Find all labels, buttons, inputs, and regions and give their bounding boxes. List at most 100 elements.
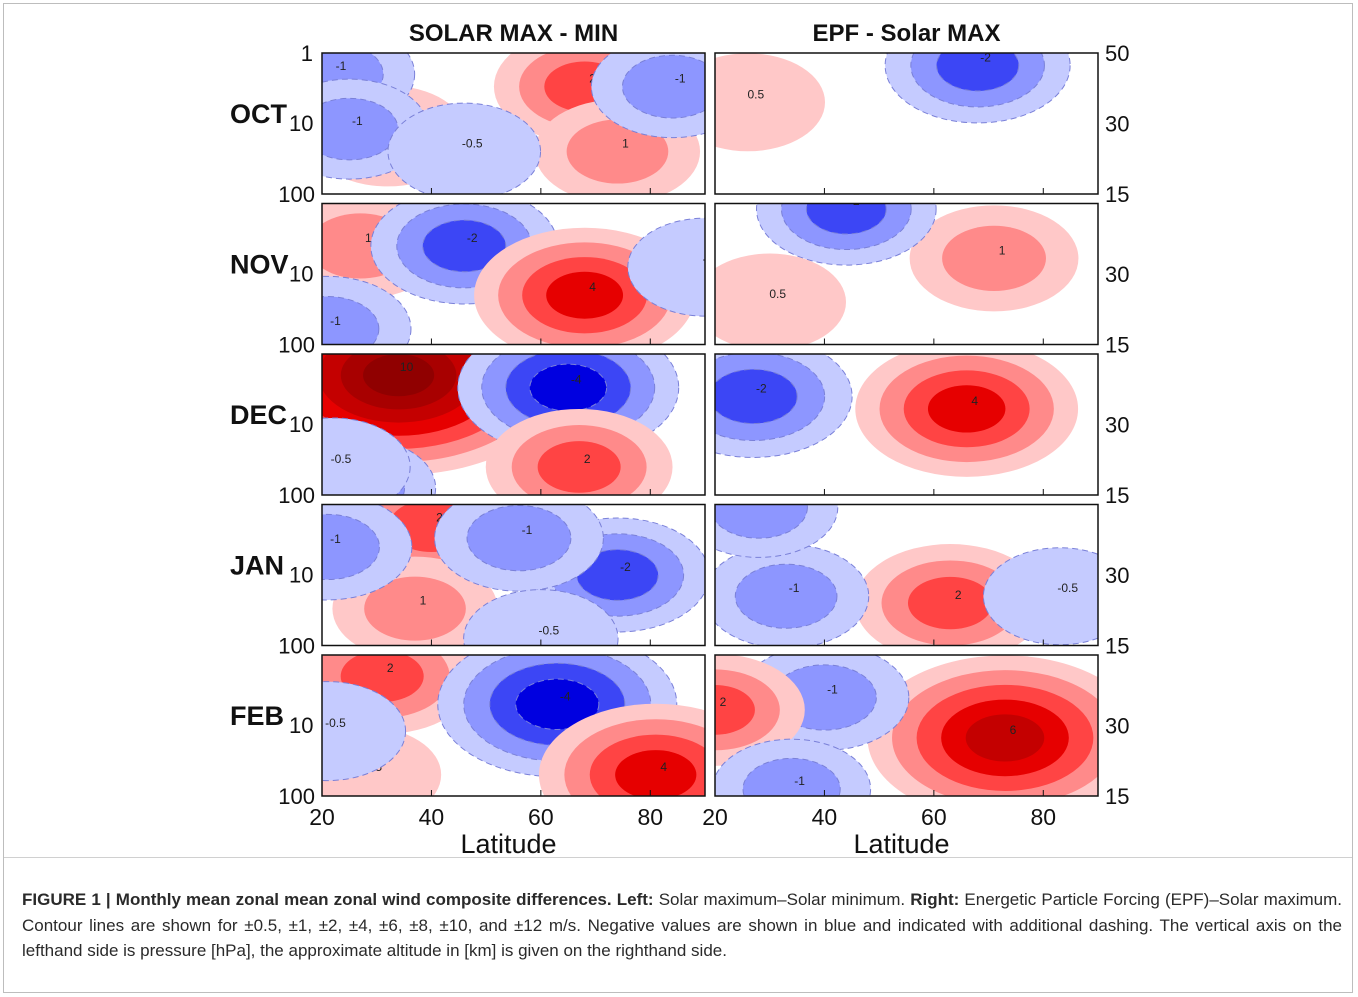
panel-jan-left: 2 1 -1 -2 -1 -0.5 (322, 504, 705, 646)
panel-nov-right: 1 -2 0.5 (715, 194, 1098, 345)
y-tick-label-right: 15 (1105, 333, 1129, 358)
contour-label: -0.5 (325, 716, 346, 730)
contour-band (322, 681, 407, 782)
panel-border (321, 52, 706, 195)
contour-band (422, 219, 507, 273)
contour-label: -1 (789, 581, 800, 595)
contour-band (715, 368, 798, 425)
contour-label: -0.5 (1057, 581, 1078, 595)
contour-band (387, 102, 542, 194)
caption-divider (4, 857, 1352, 858)
panel-feb-right: 6 -1 2 -1 (715, 655, 1098, 796)
contour-band (546, 271, 624, 319)
contour-label: -2 (620, 560, 631, 574)
contour-label: -4 (571, 373, 582, 387)
y-tick-label-left: 100 (278, 333, 315, 358)
x-tick-label: 60 (528, 804, 554, 830)
month-subscript: 10 (289, 111, 313, 136)
contour-label: -0.5 (462, 137, 483, 151)
month-label-nov: NOV (230, 250, 289, 280)
contour-band (982, 547, 1098, 646)
x-tick-label: 20 (309, 804, 335, 830)
contour-label: -0.5 (703, 252, 724, 266)
caption-figure-label: FIGURE 1 | (22, 890, 111, 909)
y-tick-label-right: 30 (1105, 563, 1129, 588)
contour-band (715, 53, 826, 152)
contour-band (322, 513, 380, 581)
contour-band (566, 119, 669, 184)
caption-left-label: Left: (616, 890, 654, 909)
panel-jan-right: 2 -1 -0.5 -1 (715, 492, 1098, 646)
contour-band (463, 589, 619, 646)
contour-band (942, 225, 1046, 291)
month-subscript: 10 (289, 713, 313, 738)
x-tick-label: 40 (812, 804, 838, 830)
contour-label: -1 (761, 492, 772, 506)
contour-label: -1 (336, 59, 347, 73)
contour-label: 1 (365, 231, 372, 245)
panel-feb-left: 2-440.5-0.5 (322, 655, 705, 796)
month-subscript: 10 (289, 563, 313, 588)
contour-band (322, 296, 380, 345)
caption-left-text: Solar maximum–Solar minimum. (658, 890, 906, 909)
panel-border (321, 503, 706, 647)
y-tick-label-left: 100 (278, 784, 315, 809)
contour-label: 4 (660, 760, 667, 774)
contour-band (927, 385, 1006, 433)
contour-band (907, 576, 993, 630)
y-tick-label-right: 30 (1105, 413, 1129, 438)
contour-label: 2 (387, 661, 394, 675)
y-tick-label-right: 15 (1105, 182, 1129, 207)
contour-label: -1 (794, 774, 805, 788)
contour-label: -1 (675, 72, 686, 86)
x-tick-label: 40 (419, 804, 445, 830)
contour-label: -4 (560, 689, 571, 703)
contour-label: -2 (756, 381, 767, 395)
panel-dec-right: 4 -2 (715, 354, 1098, 495)
contour-band (805, 203, 887, 235)
contour-band (965, 714, 1045, 762)
x-tick-label: 60 (921, 804, 947, 830)
contour-band (322, 417, 411, 495)
contour-band (363, 354, 435, 397)
contour-label: 0.5 (769, 287, 786, 301)
panel-oct-right: -2 0.5 (715, 50, 1098, 194)
contour-band (715, 684, 755, 735)
contour-label: -1 (330, 532, 341, 546)
contour-band (515, 678, 600, 730)
y-tick-label-right: 15 (1105, 483, 1129, 508)
contour-band (615, 750, 697, 796)
panel-nov-left: 21-24-1-0.5 (322, 203, 724, 345)
panel-border (321, 202, 706, 346)
panel-border (714, 52, 1099, 195)
contour-band (466, 505, 572, 572)
contour-band (742, 757, 841, 796)
contour-band (364, 576, 466, 641)
contour-band (529, 363, 608, 412)
y-tick-label-right: 15 (1105, 634, 1129, 659)
figure-frame (3, 3, 1353, 993)
y-tick-label-left: 1 (301, 41, 313, 66)
x-tick-label: 80 (637, 804, 663, 830)
panel-oct-left: 211-1-1-0.5-1 (322, 53, 705, 194)
contour-label: -2 (849, 194, 860, 208)
contour-label: 1 (622, 137, 629, 151)
contour-band (734, 563, 838, 629)
figure-caption: FIGURE 1 | Monthly mean zonal mean zonal… (22, 887, 1342, 964)
panel-border (714, 503, 1099, 647)
y-tick-label-right: 15 (1105, 784, 1129, 809)
caption-right-text: Energetic Particle Forcing (EPF)–Solar m… (22, 890, 1342, 960)
y-tick-label-left: 100 (278, 182, 315, 207)
panel-title-left: SOLAR MAX - MIN (409, 20, 618, 47)
panel-title-right: EPF - Solar MAX (812, 20, 1000, 47)
contour-label: 6 (1010, 723, 1017, 737)
caption-right-label: Right: (910, 890, 960, 909)
contour-label: -1 (352, 114, 363, 128)
month-label-oct: OCT (230, 99, 288, 129)
y-tick-label-right: 30 (1105, 262, 1129, 287)
contour-band (537, 441, 621, 493)
month-subscript: 10 (289, 412, 313, 437)
contour-label: -2 (980, 50, 991, 64)
caption-title: Monthly mean zonal mean zonal wind compo… (115, 890, 612, 909)
contour-label: 10 (400, 360, 414, 374)
